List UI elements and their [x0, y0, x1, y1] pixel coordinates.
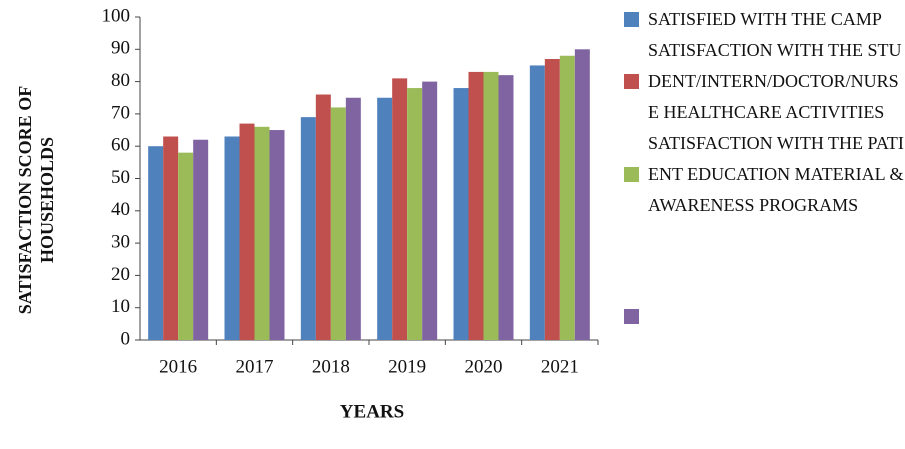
x-tick-label: 2018: [312, 356, 350, 377]
bar: [498, 75, 514, 340]
bar: [178, 152, 194, 340]
chart: YEARS 0 10 20 30 40 50 60 70 80 90 100 2016 2017 2018…: [102, 5, 599, 422]
y-tick-label: 100: [102, 5, 131, 26]
bar: [315, 94, 331, 341]
legend-swatch: [624, 12, 639, 27]
bar: [269, 130, 285, 340]
x-tick-label: 2017: [236, 356, 274, 377]
bar: [163, 136, 179, 340]
bar: [407, 88, 423, 340]
legend-label: SATISFIED WITH THE CAMP: [648, 9, 882, 29]
bar: [345, 97, 361, 340]
y-tick-label: 90: [111, 38, 130, 59]
legend-label: SATISFACTION WITH THE PATIENT EDUCATION …: [648, 133, 904, 215]
bar: [239, 123, 255, 340]
legend: SATISFIED WITH THE CAMP SATISFACTION WITH…: [624, 4, 905, 449]
y-tick-label: 60: [111, 135, 130, 156]
x-axis-title: YEARS: [340, 401, 404, 422]
y-tick-label: 50: [111, 167, 130, 188]
x-tick-label: 2016: [159, 356, 197, 377]
bar: [224, 136, 240, 340]
y-tick-label: 0: [121, 328, 131, 349]
bar: [330, 107, 346, 340]
legend-swatch: [624, 74, 639, 89]
bar: [254, 126, 270, 340]
x-tick-label: 2019: [388, 356, 426, 377]
bar: [483, 71, 499, 340]
bar: [300, 117, 316, 340]
y-tick-label: 10: [111, 296, 130, 317]
y-tick-label: 40: [111, 199, 130, 220]
bar: [529, 65, 545, 340]
y-axis-title: SATISFACTION SCORE OF HOUSEHOLDS: [15, 85, 57, 315]
legend-swatch: [624, 167, 639, 182]
bar: [453, 88, 469, 340]
y-tick-label: 20: [111, 264, 130, 285]
legend-item: SATISFIED WITH THE CAMP: [624, 4, 905, 35]
bar: [544, 58, 560, 341]
y-tick-label: 30: [111, 231, 130, 252]
bar: [193, 139, 209, 340]
bar: [377, 97, 393, 340]
legend-item: SATISFACTION WITH THE PATIENT EDUCATION …: [624, 128, 905, 221]
legend-swatch: [624, 309, 639, 324]
bar: [468, 71, 484, 340]
bar: [148, 146, 164, 340]
legend-label: SATISFACTION WITH THE STUDENT/INTERN/DOC…: [648, 40, 902, 122]
bar: [392, 78, 408, 341]
y-tick-label: 70: [111, 102, 130, 123]
y-tick-label: 80: [111, 70, 130, 91]
legend-item: SATISFACTION WITH THE STUDENT/INTERN/DOC…: [624, 35, 905, 128]
bar: [574, 49, 590, 341]
x-tick-label: 2020: [465, 356, 503, 377]
x-tick-label: 2021: [541, 356, 579, 377]
legend-item: [624, 221, 905, 324]
bar: [422, 81, 438, 340]
bar: [559, 55, 575, 340]
